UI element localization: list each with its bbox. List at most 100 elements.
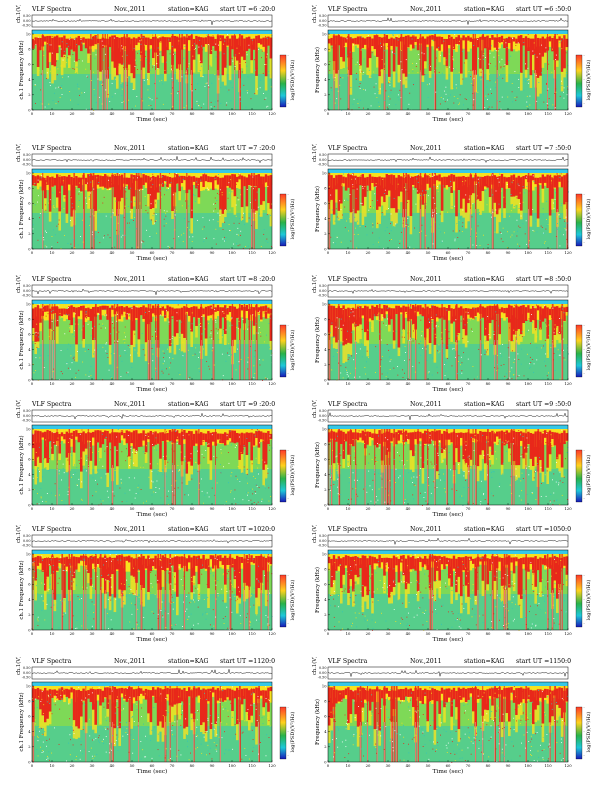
panel-title: VLF Spectra	[328, 401, 368, 408]
freq-tick-label: 2	[28, 745, 30, 749]
time-tick-label: 70	[466, 111, 471, 116]
freq-tick-label: 8	[324, 700, 327, 704]
time-tick-label: 90	[210, 250, 215, 255]
colorbar-tick-label: -	[288, 497, 289, 501]
freq-tick-label: 10	[26, 32, 31, 36]
spectrogram-panel: VLF Spectra Nov.,2011 station=KAG start UT …	[306, 657, 604, 785]
time-tick-label: 20	[70, 763, 75, 768]
time-tick-label: 40	[406, 111, 411, 116]
time-tick-label: 0	[31, 381, 34, 386]
panel-date: Nov.,2011	[410, 401, 442, 408]
time-tick-label: 40	[110, 506, 115, 511]
freq-tick-label: 8	[324, 187, 327, 191]
time-tick-label: 70	[170, 506, 175, 511]
freq-tick-label: 8	[28, 187, 31, 191]
freq-axis-label: Frequency (kHz)	[314, 442, 321, 488]
time-tick-label: 10	[50, 250, 55, 255]
colorbar-tick-label: -	[288, 78, 289, 82]
spectrogram-panel: VLF Spectra Nov.,2011 station=KAG start UT …	[10, 657, 308, 785]
panel-station: station=KAG	[168, 526, 209, 533]
freq-tick-label: 8	[324, 48, 327, 52]
time-tick-label: 20	[366, 763, 371, 768]
freq-tick-label: 4	[324, 78, 327, 82]
panel-title: VLF Spectra	[328, 6, 368, 13]
waveform-trace	[327, 288, 569, 295]
ch-tick-label: 0.50	[23, 284, 31, 288]
freq-tick-label: 0	[28, 628, 31, 632]
colorbar	[575, 324, 583, 378]
time-tick-label: 100	[524, 381, 532, 386]
time-tick-label: 0	[31, 250, 34, 255]
time-axis-label: Time (sec)	[137, 116, 168, 123]
time-axis-label: Time (sec)	[137, 636, 168, 643]
time-tick-label: 50	[130, 111, 135, 116]
time-tick-label: 10	[346, 763, 351, 768]
time-tick-label: 100	[228, 381, 236, 386]
time-tick-label: 80	[486, 250, 491, 255]
freq-tick-label: 8	[324, 443, 327, 447]
time-tick-label: 60	[150, 763, 155, 768]
colorbar	[279, 706, 287, 760]
time-tick-label: 0	[327, 381, 330, 386]
freq-tick-label: 4	[28, 730, 31, 734]
panel-station: station=KAG	[464, 145, 505, 152]
time-tick-label: 10	[50, 381, 55, 386]
freq-axis-label: Frequency (kHz)	[314, 317, 321, 363]
ch-axis-label: ch.1(V)	[311, 144, 318, 162]
time-tick-label: 80	[190, 631, 195, 636]
colorbar-tick-label: -	[288, 217, 289, 221]
time-axis-label: Time (sec)	[137, 511, 168, 518]
waveform-trace	[31, 18, 273, 25]
ch-tick-label: 0.00	[319, 19, 327, 23]
spectrogram-panel: VLF Spectra Nov.,2011 station=KAG start UT …	[306, 525, 604, 653]
waveform-trace	[327, 17, 569, 25]
time-tick-label: 30	[386, 506, 391, 511]
time-tick-label: 110	[248, 506, 256, 511]
freq-tick-label: 10	[322, 427, 327, 431]
panel-date: Nov.,2011	[410, 276, 442, 283]
ch-tick-label: -0.50	[22, 676, 31, 680]
ch-tick-label: -0.50	[318, 163, 327, 167]
colorbar-tick-label: -	[288, 324, 289, 328]
waveform-trace	[31, 412, 273, 420]
time-tick-label: 120	[268, 631, 276, 636]
ch-tick-label: 0.00	[319, 671, 327, 675]
ch-axis-label: ch.1(V)	[311, 657, 318, 675]
time-axis-label: Time (sec)	[433, 116, 464, 123]
freq-tick-label: 10	[322, 302, 327, 306]
time-tick-label: 10	[50, 506, 55, 511]
freq-tick-label: 6	[324, 63, 327, 67]
freq-tick-label: 0	[324, 760, 327, 764]
spectrogram-panel: VLF Spectra Nov.,2011 station=KAG start UT …	[306, 275, 604, 403]
time-tick-label: 110	[248, 763, 256, 768]
spectrogram-panel: VLF Spectra Nov.,2011 station=KAG start UT …	[306, 144, 604, 272]
ch-tick-label: 0.00	[23, 289, 31, 293]
ch-axis-label: ch.1(V)	[311, 275, 318, 293]
time-tick-label: 100	[228, 763, 236, 768]
time-tick-label: 30	[90, 506, 95, 511]
freq-tick-label: 2	[28, 93, 30, 97]
freq-axis-label: ch.1 Frequency (kHz)	[18, 179, 25, 238]
panel-header: VLF Spectra Nov.,2011 station=KAG start UT …	[306, 400, 604, 410]
time-tick-label: 80	[486, 381, 491, 386]
time-tick-label: 80	[486, 763, 491, 768]
ch-tick-label: 0.00	[319, 158, 327, 162]
freq-tick-label: 8	[324, 568, 327, 572]
panel-title: VLF Spectra	[32, 658, 72, 665]
freq-tick-label: 0	[324, 628, 327, 632]
time-tick-label: 50	[130, 631, 135, 636]
spectrogram-panel: VLF Spectra Nov.,2011 station=KAG start UT …	[306, 400, 604, 528]
spectrogram-heatmap	[328, 550, 569, 631]
panel-station: station=KAG	[464, 401, 505, 408]
time-tick-label: 0	[327, 250, 330, 255]
panel-date: Nov.,2011	[410, 526, 442, 533]
panel-title: VLF Spectra	[32, 526, 72, 533]
ch-axis-label: ch.1(V)	[15, 275, 22, 293]
waveform-trace	[31, 539, 273, 544]
time-tick-label: 10	[346, 111, 351, 116]
time-tick-label: 70	[466, 506, 471, 511]
time-tick-label: 90	[506, 381, 511, 386]
